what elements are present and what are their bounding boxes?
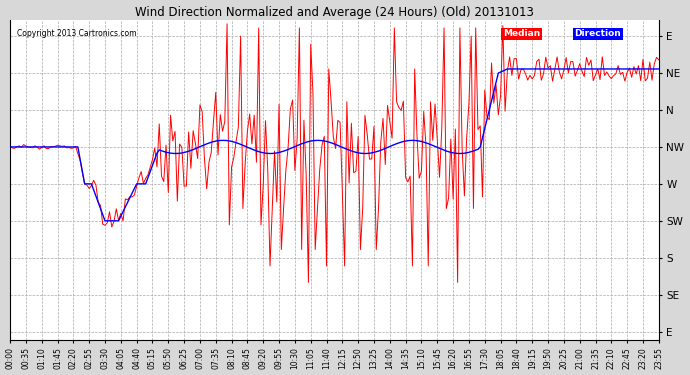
Text: Copyright 2013 Cartronics.com: Copyright 2013 Cartronics.com bbox=[17, 29, 136, 38]
Text: Median: Median bbox=[503, 29, 540, 38]
Title: Wind Direction Normalized and Average (24 Hours) (Old) 20131013: Wind Direction Normalized and Average (2… bbox=[135, 6, 534, 18]
Text: Direction: Direction bbox=[575, 29, 621, 38]
